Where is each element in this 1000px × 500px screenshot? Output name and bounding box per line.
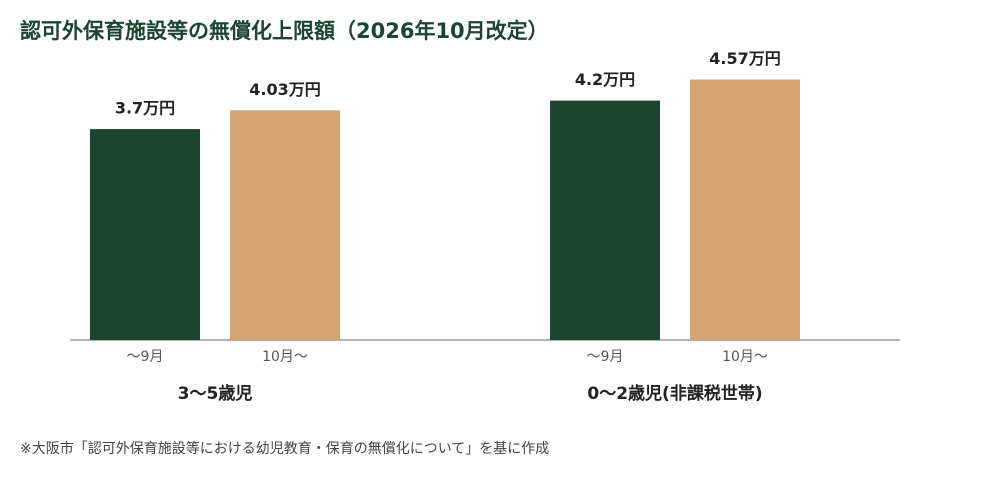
group-label: 0〜2歳児(非課税世帯) [587,383,762,404]
bar [90,129,200,340]
bar [550,100,660,340]
chart-title: 認可外保育施設等の無償化上限額（2026年10月改定） [20,19,549,43]
x-tick-label: 10月〜 [722,349,768,365]
x-tick-label: 10月〜 [262,349,308,365]
x-tick-label: 〜9月 [587,349,624,365]
footnote: ※大阪市「認可外保育施設等における幼児教育・保育の無償化について」を基に作成 [20,440,549,457]
bar [690,79,800,340]
x-tick-label: 〜9月 [127,349,164,365]
group-label: 3〜5歳児 [178,383,253,404]
value-label: 4.57万円 [709,49,780,68]
value-label: 4.2万円 [575,70,635,89]
value-label: 3.7万円 [115,99,175,118]
bar [230,110,340,340]
value-label: 4.03万円 [249,80,320,99]
